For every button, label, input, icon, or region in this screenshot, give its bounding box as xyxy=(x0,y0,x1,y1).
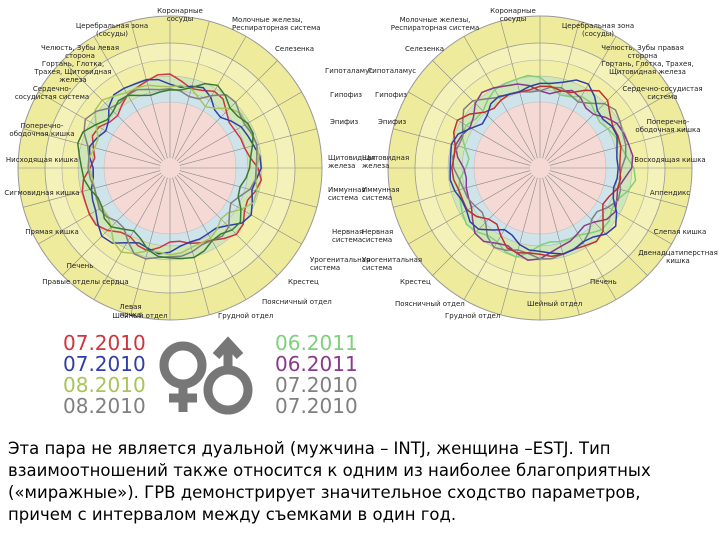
spoke xyxy=(500,21,538,159)
legend-entry: 07.2010 xyxy=(63,352,146,376)
organ-label: Грудной отдел xyxy=(445,312,501,320)
organ-label: Сердечно-сосудистая система xyxy=(14,85,90,101)
organ-label: Щитовидная железа xyxy=(328,154,376,170)
spoke xyxy=(179,128,317,166)
organ-label: Поперечно-ободочная кишка xyxy=(9,122,75,138)
trace xyxy=(88,78,262,255)
organ-label: Молочные железы, Респираторная система xyxy=(232,16,321,32)
organ-label: Селезенка xyxy=(405,45,445,53)
spoke xyxy=(179,170,317,208)
organ-label: Челюсть, Зубы левая сторона xyxy=(40,44,120,60)
paragraph-line: взаимоотношений также относится к одним … xyxy=(8,461,651,480)
organ-label: Церебральная зона (сосуды) xyxy=(561,22,635,38)
spoke xyxy=(178,91,302,164)
spoke xyxy=(500,177,538,315)
organ-label: Челюсть, Зубы правая сторона xyxy=(601,44,684,60)
organ-label: Крестец xyxy=(400,278,431,286)
organ-label: Правые отделы сердца xyxy=(42,278,129,286)
spoke xyxy=(432,174,534,276)
spoke xyxy=(549,128,687,166)
spoke xyxy=(393,128,531,166)
organ-label: Гипоталамус xyxy=(368,67,417,75)
organ-label: Поясничный отдел xyxy=(395,300,465,308)
organ-label: Нисходящая кишка xyxy=(5,156,79,164)
organ-label: Шейный отдел xyxy=(527,300,583,308)
gender-symbols xyxy=(159,336,253,415)
organ-label: Нервная система xyxy=(362,228,394,244)
organ-label: Эпифиз xyxy=(330,118,359,126)
organ-label: Сердечно-сосудистая система xyxy=(622,85,703,101)
organ-label: Гортань, Глотка, Трахея, Щитовидная желе… xyxy=(601,60,694,76)
trace xyxy=(88,84,260,256)
organ-label: Сигмовидная кишка xyxy=(4,189,80,197)
spoke xyxy=(93,176,166,300)
spoke xyxy=(130,177,168,315)
organ-label: Церебральная зона (сосуды) xyxy=(75,22,149,38)
organ-label: Эпифиз xyxy=(378,118,407,126)
organ-label: Гипофиз xyxy=(330,91,362,99)
gdv-diagram xyxy=(17,15,323,321)
organ-label: Печень xyxy=(590,278,617,286)
organ-label: Иммунная система xyxy=(362,186,400,202)
spoke xyxy=(38,91,162,164)
organ-label: Аппендикс xyxy=(649,189,691,197)
spoke xyxy=(548,91,672,164)
trace xyxy=(452,86,627,260)
legend-entry: 07.2010 xyxy=(63,331,146,355)
organ-label: Иммунная система xyxy=(328,186,366,202)
paragraph-line: («миражные»). ГРВ демонстрирует значител… xyxy=(8,483,641,502)
spoke xyxy=(542,21,580,159)
spoke xyxy=(93,36,166,160)
legend-entry: 08.2010 xyxy=(63,373,146,397)
organ-label: Гортань, Глотка, Трахея, Щитовидная желе… xyxy=(34,60,112,84)
organ-label: Гипофиз xyxy=(375,91,407,99)
trace xyxy=(77,82,254,260)
organ-label: Слепая кишка xyxy=(653,228,707,236)
organ-label: Урогенитальная система xyxy=(310,256,371,272)
organ-label: Щитовидная железа xyxy=(362,154,410,170)
spoke xyxy=(393,170,531,208)
organ-label: Селезенка xyxy=(275,45,315,53)
paragraph-line: причем с интервалом между съемками в оди… xyxy=(8,505,457,524)
organ-label: Поясничный отдел xyxy=(262,298,332,306)
legend-entry: 06.2011 xyxy=(275,331,358,355)
spoke xyxy=(176,60,278,162)
organ-label: Урогенитальная система xyxy=(362,256,423,272)
spoke xyxy=(546,174,648,276)
spoke xyxy=(23,128,161,166)
organ-label: Крестец xyxy=(288,278,319,286)
spoke xyxy=(463,176,536,300)
spoke xyxy=(62,174,164,276)
spoke xyxy=(548,172,672,245)
gdv-diagram xyxy=(387,15,693,321)
organ-label: Поперечно-ободочная кишка xyxy=(635,118,701,134)
organ-label: Грудной отдел xyxy=(218,312,274,320)
trace xyxy=(454,83,634,261)
organ-label: Прямая кишка xyxy=(25,228,79,236)
legend-entry: 07.2010 xyxy=(275,373,358,397)
trace xyxy=(457,74,637,258)
spoke xyxy=(172,21,210,159)
trace xyxy=(451,85,622,258)
spoke xyxy=(544,176,617,300)
legend-entry: 08.2010 xyxy=(63,394,146,418)
organ-label: Левая почка xyxy=(119,303,142,319)
legend-entry: 07.2010 xyxy=(275,394,358,418)
legend-entry: 06.2011 xyxy=(275,352,358,376)
spoke xyxy=(172,177,210,315)
spoke xyxy=(408,172,532,245)
organ-label: Печень xyxy=(66,262,94,270)
organ-label: Коронарные сосуды xyxy=(490,7,536,23)
organ-label: Коронарные сосуды xyxy=(157,7,203,23)
organ-label: Двенадцатиперстная кишка xyxy=(638,249,718,265)
organ-label: Молочные железы, Респираторная система xyxy=(390,16,480,32)
organ-label: Шейный отдел xyxy=(112,312,168,320)
paragraph-line: Эта пара не является дуальной (мужчина –… xyxy=(8,439,611,458)
organ-label: Гипоталамус xyxy=(325,67,374,75)
organ-label: Восходящая кишка xyxy=(634,156,706,164)
organ-label: Нервная система xyxy=(332,228,364,244)
trace xyxy=(449,79,619,255)
